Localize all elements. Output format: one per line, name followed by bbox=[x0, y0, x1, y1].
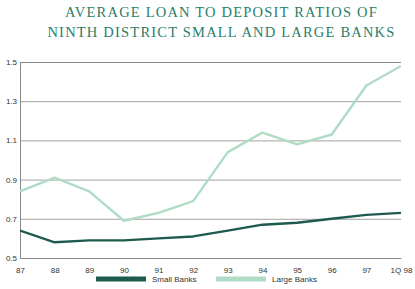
x-tick: 1Q 98 bbox=[391, 258, 413, 275]
x-tick: 94 bbox=[259, 258, 268, 275]
y-axis: 0.5 0.7 0.9 1.1 1.3 1.5 bbox=[6, 58, 401, 263]
grid-line bbox=[20, 219, 401, 220]
chart: AVERAGE LOAN TO DEPOSIT RATIOS OF NINTH D… bbox=[0, 0, 415, 289]
grid-line bbox=[20, 258, 401, 259]
y-tick: 0.5 bbox=[6, 254, 401, 263]
grid-line bbox=[20, 101, 401, 102]
y-tick: 0.7 bbox=[6, 215, 401, 224]
x-tick: 97 bbox=[362, 258, 371, 275]
y-tick: 0.9 bbox=[6, 176, 401, 185]
x-tick-label: 96 bbox=[328, 266, 337, 275]
legend: Small Banks Large Banks bbox=[96, 275, 317, 284]
x-tick-label: 88 bbox=[51, 266, 60, 275]
legend-item: Large Banks bbox=[216, 275, 317, 284]
x-tick-label: 87 bbox=[16, 266, 25, 275]
legend-label: Small Banks bbox=[152, 275, 196, 284]
x-tick-label: 94 bbox=[259, 266, 268, 275]
x-tick: 95 bbox=[293, 258, 302, 275]
legend-item: Small Banks bbox=[96, 275, 196, 284]
series-line bbox=[20, 66, 401, 221]
y-tick-label: 1.5 bbox=[6, 58, 18, 67]
plot-area: 0.5 0.7 0.9 1.1 1.3 1.5 87 88 89 90 91 92 93 94 95 96 97… bbox=[6, 58, 413, 275]
x-tick: 92 bbox=[189, 258, 198, 275]
y-tick: 1.5 bbox=[6, 58, 401, 67]
x-tick: 88 bbox=[51, 258, 60, 275]
x-tick-label: 1Q 98 bbox=[391, 266, 413, 275]
x-axis: 87 88 89 90 91 92 93 94 95 96 97 1Q 98 bbox=[16, 258, 413, 275]
x-tick: 93 bbox=[224, 258, 233, 275]
x-tick-label: 93 bbox=[224, 266, 233, 275]
y-tick: 1.3 bbox=[6, 97, 401, 106]
grid-line bbox=[20, 62, 401, 63]
grid-line bbox=[20, 140, 401, 141]
x-tick: 91 bbox=[155, 258, 164, 275]
x-tick-label: 97 bbox=[362, 266, 371, 275]
x-tick-label: 89 bbox=[85, 266, 94, 275]
title: NINTH DISTRICT SMALL AND LARGE BANKS bbox=[47, 24, 395, 40]
x-tick-label: 90 bbox=[120, 266, 129, 275]
x-tick: 90 bbox=[120, 258, 129, 275]
y-tick: 1.1 bbox=[6, 136, 401, 145]
title: AVERAGE LOAN TO DEPOSIT RATIOS OF bbox=[65, 4, 378, 20]
grid-line bbox=[20, 180, 401, 181]
x-tick: 96 bbox=[328, 258, 337, 275]
series-group bbox=[20, 66, 401, 242]
x-axis-line bbox=[21, 258, 402, 259]
y-tick-label: 0.5 bbox=[6, 254, 18, 263]
x-tick-label: 92 bbox=[189, 266, 198, 275]
y-tick-label: 0.9 bbox=[6, 176, 18, 185]
x-tick: 87 bbox=[16, 258, 25, 275]
legend-swatch bbox=[216, 277, 266, 282]
y-tick-label: 1.1 bbox=[6, 136, 18, 145]
y-axis-line bbox=[21, 63, 402, 259]
legend-label: Large Banks bbox=[272, 275, 317, 284]
x-tick: 89 bbox=[85, 258, 94, 275]
x-tick-label: 91 bbox=[155, 266, 164, 275]
y-tick-label: 0.7 bbox=[6, 215, 18, 224]
series-line bbox=[20, 213, 401, 242]
y-tick-label: 1.3 bbox=[6, 97, 18, 106]
title-group: AVERAGE LOAN TO DEPOSIT RATIOS OF NINTH D… bbox=[47, 4, 395, 40]
x-tick-label: 95 bbox=[293, 266, 302, 275]
legend-swatch bbox=[96, 277, 146, 282]
